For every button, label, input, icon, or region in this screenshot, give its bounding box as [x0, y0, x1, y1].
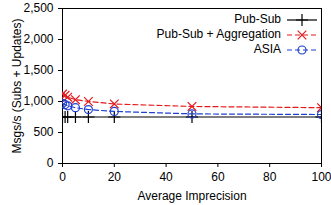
svg-text:2,500: 2,500: [23, 1, 53, 15]
svg-text:Msgs/s (Subs + Updates): Msgs/s (Subs + Updates): [10, 18, 24, 153]
svg-text:500: 500: [33, 125, 53, 139]
svg-text:40: 40: [159, 170, 173, 184]
svg-text:Average Imprecision: Average Imprecision: [137, 189, 246, 203]
svg-text:2,000: 2,000: [23, 32, 53, 46]
svg-text:100: 100: [311, 170, 331, 184]
svg-text:1,500: 1,500: [23, 63, 53, 77]
svg-text:80: 80: [263, 170, 277, 184]
svg-text:0: 0: [59, 170, 66, 184]
html-text:ASIA: ASIA: [253, 42, 281, 56]
html-text:Pub-Sub + Aggregation: Pub-Sub + Aggregation: [156, 27, 281, 41]
svg-text:0: 0: [47, 156, 54, 170]
svg-text:1,000: 1,000: [23, 94, 53, 108]
svg-text:60: 60: [211, 170, 225, 184]
svg-text:20: 20: [108, 170, 122, 184]
html-text:Pub-Sub: Pub-Sub: [234, 12, 281, 26]
